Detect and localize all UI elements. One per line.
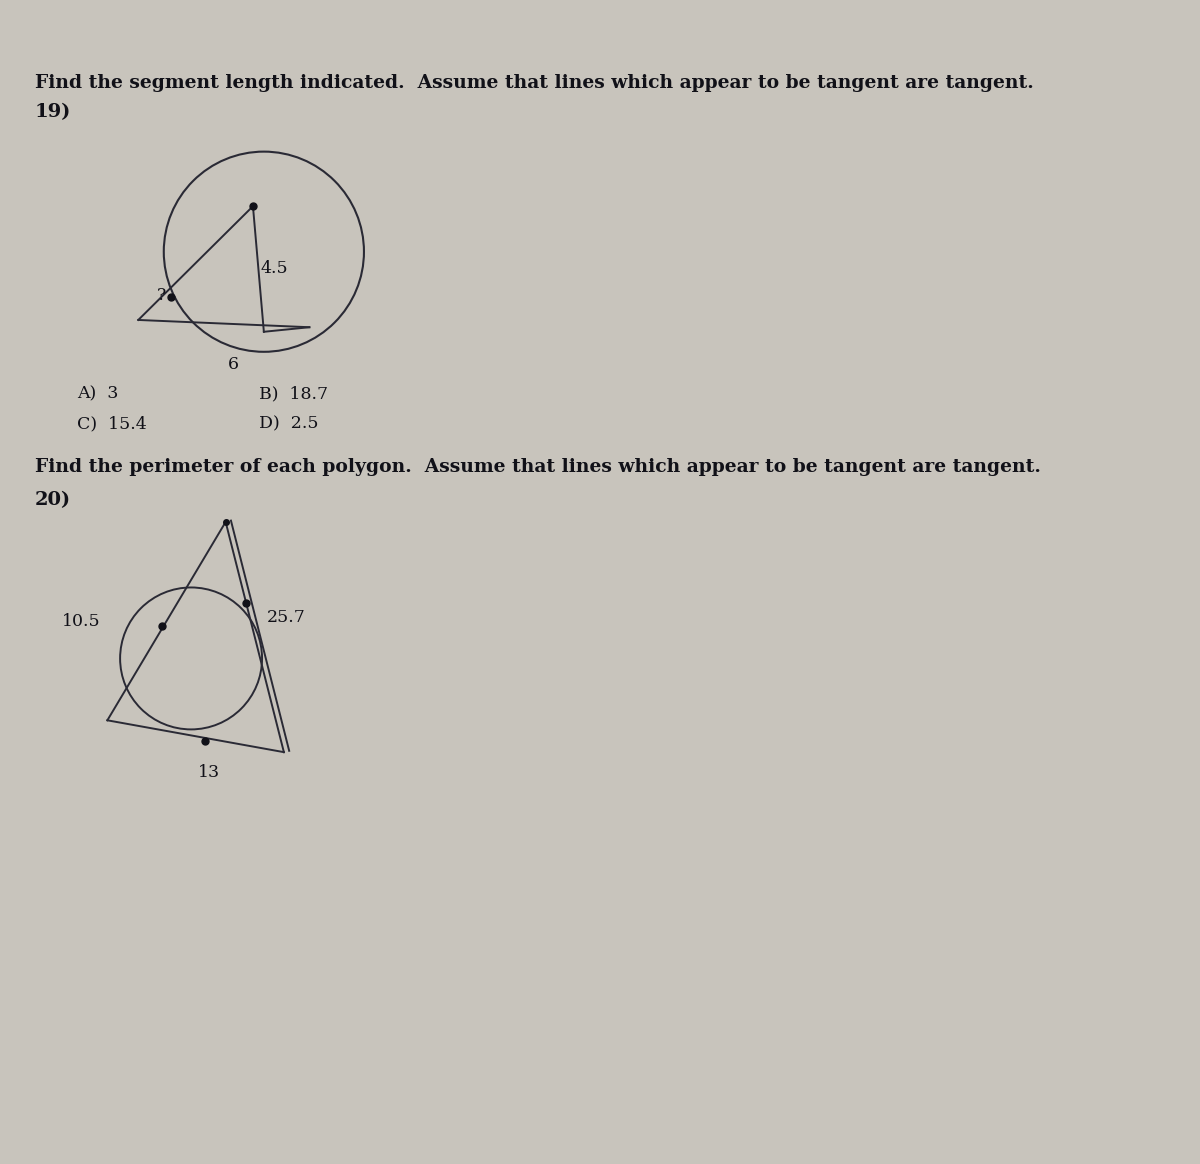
Text: 25.7: 25.7 <box>268 609 306 626</box>
Text: D)  2.5: D) 2.5 <box>259 416 319 433</box>
Text: Find the perimeter of each polygon.  Assume that lines which appear to be tangen: Find the perimeter of each polygon. Assu… <box>35 459 1040 476</box>
Text: 20): 20) <box>35 491 71 509</box>
Text: 6: 6 <box>228 356 239 374</box>
Text: C)  15.4: C) 15.4 <box>77 416 148 433</box>
Text: ?: ? <box>156 286 166 304</box>
Text: 4.5: 4.5 <box>260 261 288 277</box>
Text: Find the segment length indicated.  Assume that lines which appear to be tangent: Find the segment length indicated. Assum… <box>35 74 1033 92</box>
Text: 10.5: 10.5 <box>61 612 100 630</box>
Text: B)  18.7: B) 18.7 <box>259 385 329 403</box>
Text: A)  3: A) 3 <box>77 385 119 403</box>
Text: 19): 19) <box>35 104 71 121</box>
Text: 13: 13 <box>198 764 221 781</box>
